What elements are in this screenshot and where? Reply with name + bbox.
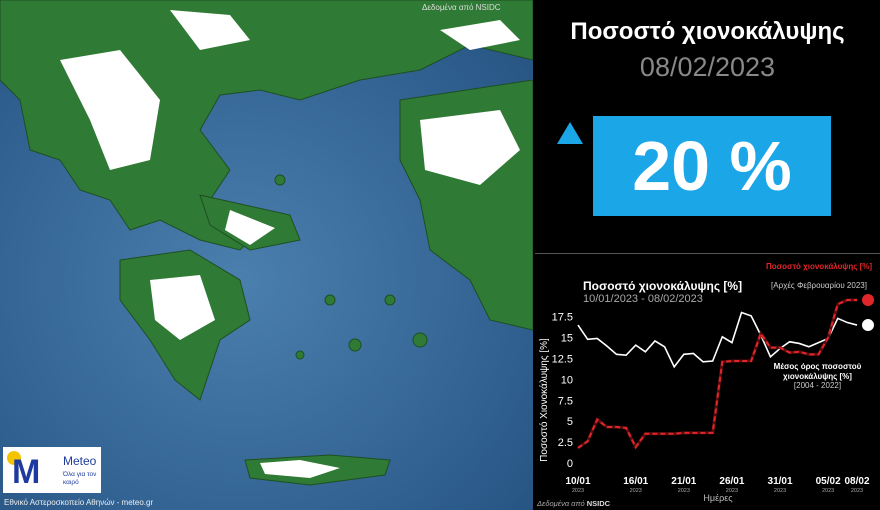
x-axis-label: Ημέρες [703,493,733,503]
source-name: NSIDC [586,499,611,508]
x-tick-year: 2023 [572,488,584,494]
y-tick-label: 2.5 [558,437,573,449]
snow-cover-map: Δεδομένα από NSIDC M Meteo Όλα για τον κ… [0,0,533,510]
legend-average: Μέσος όρος ποσοστού χιονοκάλυψης [%] [773,362,862,381]
info-panel: Ποσοστό χιονοκάλυψης 08/02/2023 20 % 0 2.… [535,0,880,510]
legend-current: Ποσοστό χιονοκάλυψης [%] [765,262,873,271]
current-series-line [577,298,857,450]
legend-current-period: [Αρχές Φεβρουαρίου 2023] [771,281,867,290]
x-tick-label: 08/02 [844,476,869,487]
logo-tagline: Όλα για τον καιρό [63,471,97,486]
y-tick-label: 0 [567,458,573,470]
average-series-line [577,311,858,369]
y-tick-label: 10 [561,374,573,386]
x-tick-year: 2023 [630,488,642,494]
logo-name: Meteo [63,454,97,468]
snow-cover-value: 20 % [593,116,831,216]
average-series-end-dot [862,319,874,332]
y-tick-label: 15 [561,333,573,345]
divider [535,253,880,254]
x-tick-year: 2023 [851,488,863,494]
x-tick-year: 2023 [726,488,738,494]
y-tick-label: 12.5 [552,354,573,366]
chart-subtitle: 10/01/2023 - 08/02/2023 [583,293,703,305]
y-axis-label: Ποσοστό Χιονοκάλυψης [%] [538,338,550,462]
source-prefix: Δεδομένα από [537,499,585,508]
panel-date: 08/02/2023 [639,52,776,82]
x-tick-label: 10/01 [565,476,590,487]
triangle-up-icon [557,122,583,144]
y-tick-label: 5 [567,416,573,428]
logo-m-mark: M [12,453,41,491]
x-tick-year: 2023 [822,488,834,494]
sun-icon [7,451,21,465]
greece-land-map [0,0,533,486]
y-tick-label: 17.5 [552,312,573,324]
meteo-logo[interactable]: M Meteo Όλα για τον καιρό [3,447,101,493]
x-tick-label: 21/01 [671,476,696,487]
x-tick-label: 31/01 [768,476,793,487]
chart-title: Ποσοστό χιονοκάλυψης [%] [583,279,743,293]
x-tick-label: 16/01 [623,476,648,487]
panel-title: Ποσοστό χιονοκάλυψης [570,18,845,45]
current-series-end-dot [862,293,874,306]
chart-source: Δεδομένα από NSIDC [537,499,610,508]
observatory-credit: Εθνικό Αστεροσκοπείο Αθηνών - meteo.gr [4,498,154,507]
legend-average-period: [2004 - 2022] [793,381,842,390]
x-tick-year: 2023 [678,488,690,494]
map-data-credit: Δεδομένα από NSIDC [422,3,501,12]
snow-cover-chart: 02.557.51012.51517.510/01202316/01202321… [538,293,874,503]
x-tick-label: 05/02 [816,476,841,487]
y-tick-label: 7.5 [558,395,573,407]
x-tick-label: 26/01 [719,476,744,487]
x-tick-year: 2023 [774,488,786,494]
